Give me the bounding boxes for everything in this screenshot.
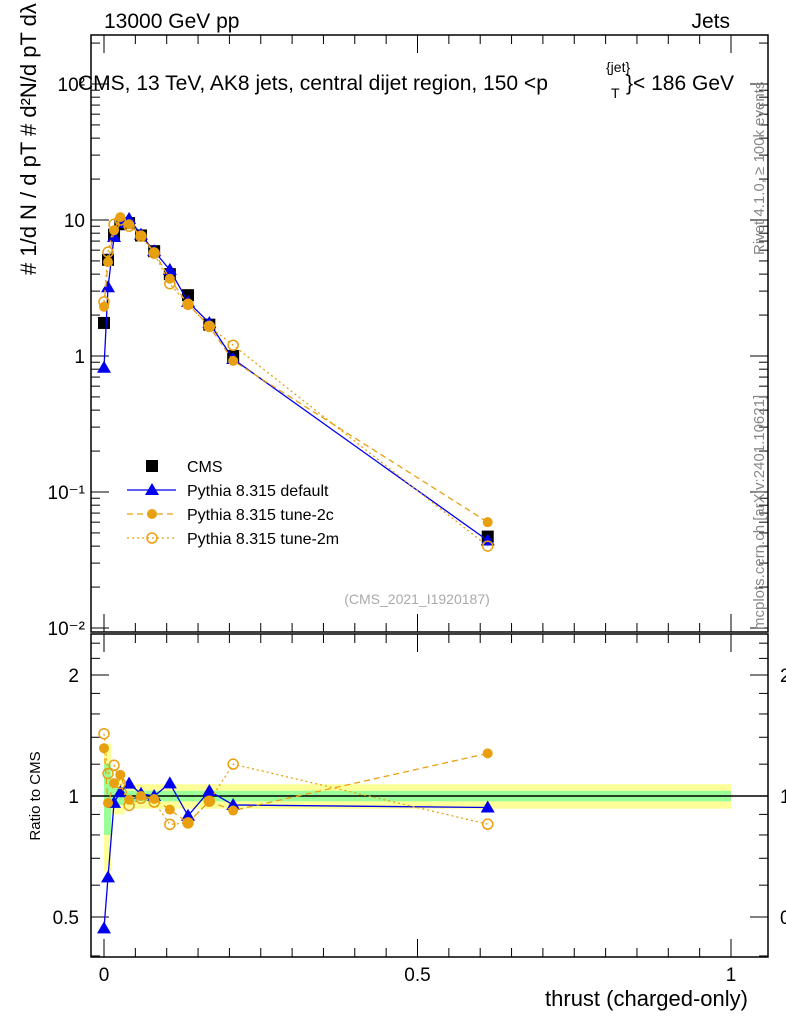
- ratio-point-pythia-8-315-tune-2m: [227, 758, 239, 770]
- point-pythia-8-315-tune-2c: [103, 257, 114, 268]
- ratio-y-label: Ratio to CMS: [27, 751, 44, 840]
- header-left: 13000 GeV pp: [104, 10, 239, 33]
- header-right: Jets: [691, 10, 730, 33]
- point-pythia-8-315-tune-2m: [135, 230, 147, 242]
- ratio-tick-label-right: 0.5: [780, 908, 786, 929]
- ratio-point-pythia-8-315-tune-2m: [108, 759, 120, 772]
- ratio-point-pythia-8-315-default: [202, 783, 217, 796]
- point-pythia-8-315-tune-2m: [114, 214, 127, 226]
- rivet-label: Rivet 4.1.0, ≥ 100k events: [751, 82, 768, 255]
- ratio-point-pythia-8-315-tune-2c: [115, 769, 126, 780]
- legend-label-pythia-8-315-tune-2c: Pythia 8.315 tune-2c: [187, 507, 334, 524]
- ratio-point-pythia-8-315-tune-2m: [102, 767, 114, 780]
- ratio-tick-label: 0.5: [53, 908, 79, 929]
- ratio-point-pythia-8-315-default: [101, 870, 116, 883]
- ratio-point-pythia-8-315-tune-2m: [148, 796, 160, 808]
- ratio-point-pythia-8-315-default: [480, 800, 495, 813]
- ratio-point-pythia-8-315-tune-2m: [164, 818, 176, 831]
- ratio-point-pythia-8-315-tune-2c: [103, 797, 114, 808]
- series-line-pythia-8-315-tune-2c: [103, 216, 489, 523]
- ratio-point-pythia-8-315-default: [113, 785, 128, 798]
- legend-marker-pythia-8-315-default: [145, 483, 159, 495]
- point-pythia-8-315-tune-2c: [228, 355, 239, 366]
- ratio-tick-label-right: 2: [780, 666, 786, 687]
- x-tick-label: 0: [99, 965, 110, 986]
- legend-marker-cms: [146, 460, 158, 472]
- chart-title-tail: }< 186 GeV: [626, 72, 734, 95]
- ratio-line-pythia-8-315-tune-2m: [103, 733, 488, 826]
- legend-label-cms: CMS: [187, 459, 223, 476]
- ratio-point-pythia-8-315-tune-2m: [114, 777, 127, 790]
- point-pythia-8-315-tune-2c: [482, 517, 493, 528]
- point-pythia-8-315-default: [97, 360, 111, 373]
- x-tick-label: 0.5: [404, 965, 430, 986]
- point-pythia-8-315-tune-2m: [203, 320, 216, 333]
- ratio-point-pythia-8-315-tune-2c: [164, 804, 175, 815]
- y-tick-label: 10²: [58, 75, 85, 96]
- ratio-point-pythia-8-315-tune-2m: [123, 799, 135, 812]
- point-pythia-8-315-tune-2m: [102, 246, 114, 258]
- point-pythia-8-315-default: [101, 280, 116, 293]
- ratio-point-pythia-8-315-tune-2c: [149, 793, 160, 804]
- ratio-point-pythia-8-315-tune-2m: [98, 727, 110, 740]
- point-pythia-8-315-tune-2m: [148, 247, 160, 259]
- ratio-tick-label-right: 1: [780, 787, 786, 808]
- y-tick-label: 10: [64, 211, 85, 232]
- ratio-tick-label: 1: [68, 787, 79, 808]
- chart-title: CMS, 13 TeV, AK8 jets, central dijet reg…: [78, 72, 548, 95]
- point-pythia-8-315-tune-2m: [98, 296, 110, 308]
- point-pythia-8-315-tune-2m: [227, 339, 239, 351]
- y-axis-label: # 1/d N / d pT # d²N/d pT dλ: [16, 3, 41, 275]
- ratio-point-pythia-8-315-tune-2m: [203, 795, 216, 807]
- ratio-point-pythia-8-315-tune-2c: [482, 748, 493, 759]
- point-pythia-8-315-tune-2m: [123, 220, 135, 232]
- ratio-point-pythia-8-315-default: [226, 797, 241, 810]
- mcplots-label: mcplots.cern.ch [arXiv:2401.10621]: [751, 395, 768, 630]
- point-cms: [98, 316, 110, 329]
- ratio-point-pythia-8-315-default: [97, 921, 111, 934]
- legend-label-pythia-8-315-default: Pythia 8.315 default: [187, 483, 329, 500]
- ratio-point-pythia-8-315-tune-2m: [135, 792, 147, 805]
- y-tick-label: 10⁻¹: [48, 483, 86, 504]
- y-tick-label: 1: [74, 347, 85, 368]
- x-axis-label: thrust (charged-only): [545, 986, 748, 1011]
- chart-title-sub: T: [611, 85, 620, 101]
- x-tick-label: 1: [726, 965, 737, 986]
- ratio-point-pythia-8-315-tune-2m: [481, 818, 494, 830]
- point-pythia-8-315-default: [107, 229, 122, 242]
- ratio-tick-label: 2: [68, 666, 79, 687]
- legend-marker-pythia-8-315-tune-2c: [147, 509, 157, 519]
- point-pythia-8-315-tune-2m: [481, 540, 494, 552]
- ratio-point-pythia-8-315-default: [162, 776, 177, 789]
- ratio-point-pythia-8-315-tune-2c: [99, 743, 109, 754]
- main-frame: [90, 34, 769, 633]
- legend-label-pythia-8-315-tune-2m: Pythia 8.315 tune-2m: [187, 531, 339, 548]
- legend-marker-pythia-8-315-tune-2m: [146, 532, 158, 544]
- point-pythia-8-315-tune-2c: [115, 212, 126, 223]
- point-pythia-8-315-tune-2m: [164, 277, 176, 290]
- ratio-point-pythia-8-315-default: [181, 808, 196, 821]
- ratio-point-pythia-8-315-tune-2m: [182, 817, 194, 829]
- y-tick-label: 10⁻²: [48, 619, 86, 640]
- ratio-point-pythia-8-315-tune-2c: [228, 805, 239, 816]
- chart-title-sup: {jet}: [606, 59, 630, 75]
- point-pythia-8-315-tune-2m: [182, 298, 194, 311]
- analysis-watermark: (CMS_2021_I1920187): [344, 591, 490, 607]
